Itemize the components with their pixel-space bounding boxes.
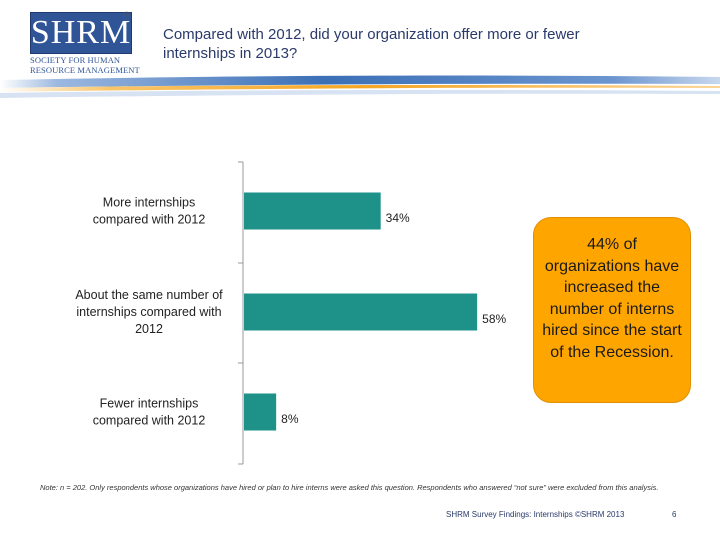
bar-2 [244, 293, 478, 331]
category-label-line: 2012 [135, 322, 163, 336]
bar-3 [244, 393, 277, 431]
category-label-3: Fewer internships compared with 2012 [93, 397, 206, 428]
data-label-3: 8% [281, 412, 299, 426]
shrm-logo: SHRM ® SOCIETY FOR HUMAN RESOURCE MANAGE… [30, 12, 140, 75]
category-label-line: Fewer internships [100, 397, 199, 411]
data-label-2: 58% [482, 312, 506, 326]
page-number: 6 [672, 510, 677, 519]
logo-tagline-2: RESOURCE MANAGEMENT [30, 65, 140, 75]
category-label-line: internships compared with [76, 305, 221, 319]
category-label-line: More internships [103, 196, 195, 210]
data-label-1: 34% [386, 211, 410, 225]
bar-chart: 34% More internships compared with 2012 58%… [75, 161, 507, 465]
footnote: Note: n = 202. Only respondents whose or… [40, 483, 659, 492]
category-label-2: About the same number of internships comp… [75, 288, 223, 336]
category-label-line: About the same number of [75, 288, 223, 302]
logo-mark: SHRM [30, 12, 132, 54]
callout-box: 44% of organizations have increased the … [533, 217, 691, 403]
category-label-line: compared with 2012 [93, 213, 206, 227]
logo-tagline-1: SOCIETY FOR HUMAN [30, 55, 121, 65]
footer-text: SHRM Survey Findings: Internships ©SHRM … [446, 510, 625, 519]
registered-mark: ® [124, 12, 130, 19]
page-title: Compared with 2012, did your organizatio… [163, 26, 580, 62]
bar-1 [244, 192, 381, 230]
header-swoosh-band [0, 75, 720, 98]
category-label-line: compared with 2012 [93, 414, 206, 428]
category-label-1: More internships compared with 2012 [93, 196, 206, 227]
